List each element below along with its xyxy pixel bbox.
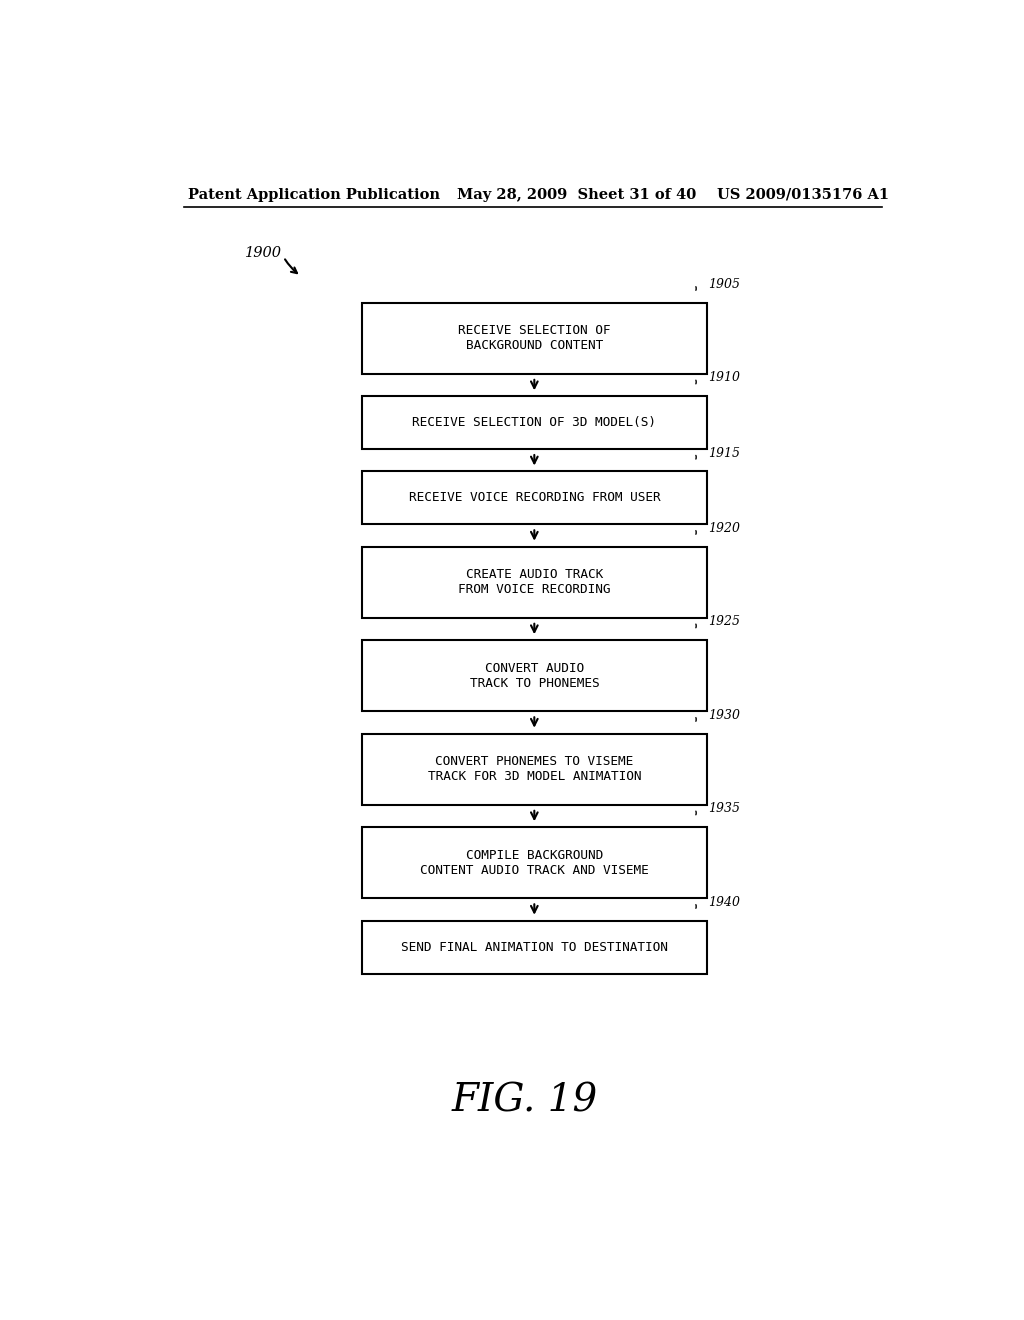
Text: 1920: 1920 bbox=[709, 521, 740, 535]
Text: US 2009/0135176 A1: US 2009/0135176 A1 bbox=[717, 187, 889, 202]
Text: FIG. 19: FIG. 19 bbox=[452, 1082, 598, 1119]
Bar bbox=[361, 828, 707, 899]
Text: 1925: 1925 bbox=[709, 615, 740, 628]
Text: Patent Application Publication: Patent Application Publication bbox=[187, 187, 439, 202]
Bar bbox=[361, 920, 707, 974]
Text: 1900: 1900 bbox=[246, 246, 283, 260]
Text: RECEIVE SELECTION OF
BACKGROUND CONTENT: RECEIVE SELECTION OF BACKGROUND CONTENT bbox=[458, 325, 610, 352]
Text: 1910: 1910 bbox=[709, 371, 740, 384]
Bar bbox=[361, 471, 707, 524]
Bar bbox=[361, 546, 707, 618]
Text: CONVERT PHONEMES TO VISEME
TRACK FOR 3D MODEL ANIMATION: CONVERT PHONEMES TO VISEME TRACK FOR 3D … bbox=[428, 755, 641, 783]
Text: 1930: 1930 bbox=[709, 709, 740, 722]
Bar bbox=[361, 302, 707, 374]
Bar bbox=[361, 396, 707, 449]
Text: CREATE AUDIO TRACK
FROM VOICE RECORDING: CREATE AUDIO TRACK FROM VOICE RECORDING bbox=[458, 568, 610, 597]
Bar bbox=[361, 734, 707, 805]
Text: SEND FINAL ANIMATION TO DESTINATION: SEND FINAL ANIMATION TO DESTINATION bbox=[400, 941, 668, 953]
Text: RECEIVE SELECTION OF 3D MODEL(S): RECEIVE SELECTION OF 3D MODEL(S) bbox=[413, 416, 656, 429]
Text: 1940: 1940 bbox=[709, 896, 740, 909]
Bar bbox=[361, 640, 707, 711]
Text: May 28, 2009  Sheet 31 of 40: May 28, 2009 Sheet 31 of 40 bbox=[458, 187, 696, 202]
Text: COMPILE BACKGROUND
CONTENT AUDIO TRACK AND VISEME: COMPILE BACKGROUND CONTENT AUDIO TRACK A… bbox=[420, 849, 648, 876]
Text: 1905: 1905 bbox=[709, 279, 740, 290]
Text: 1935: 1935 bbox=[709, 803, 740, 816]
Text: CONVERT AUDIO
TRACK TO PHONEMES: CONVERT AUDIO TRACK TO PHONEMES bbox=[470, 661, 599, 690]
Text: 1915: 1915 bbox=[709, 446, 740, 459]
Text: RECEIVE VOICE RECORDING FROM USER: RECEIVE VOICE RECORDING FROM USER bbox=[409, 491, 660, 504]
